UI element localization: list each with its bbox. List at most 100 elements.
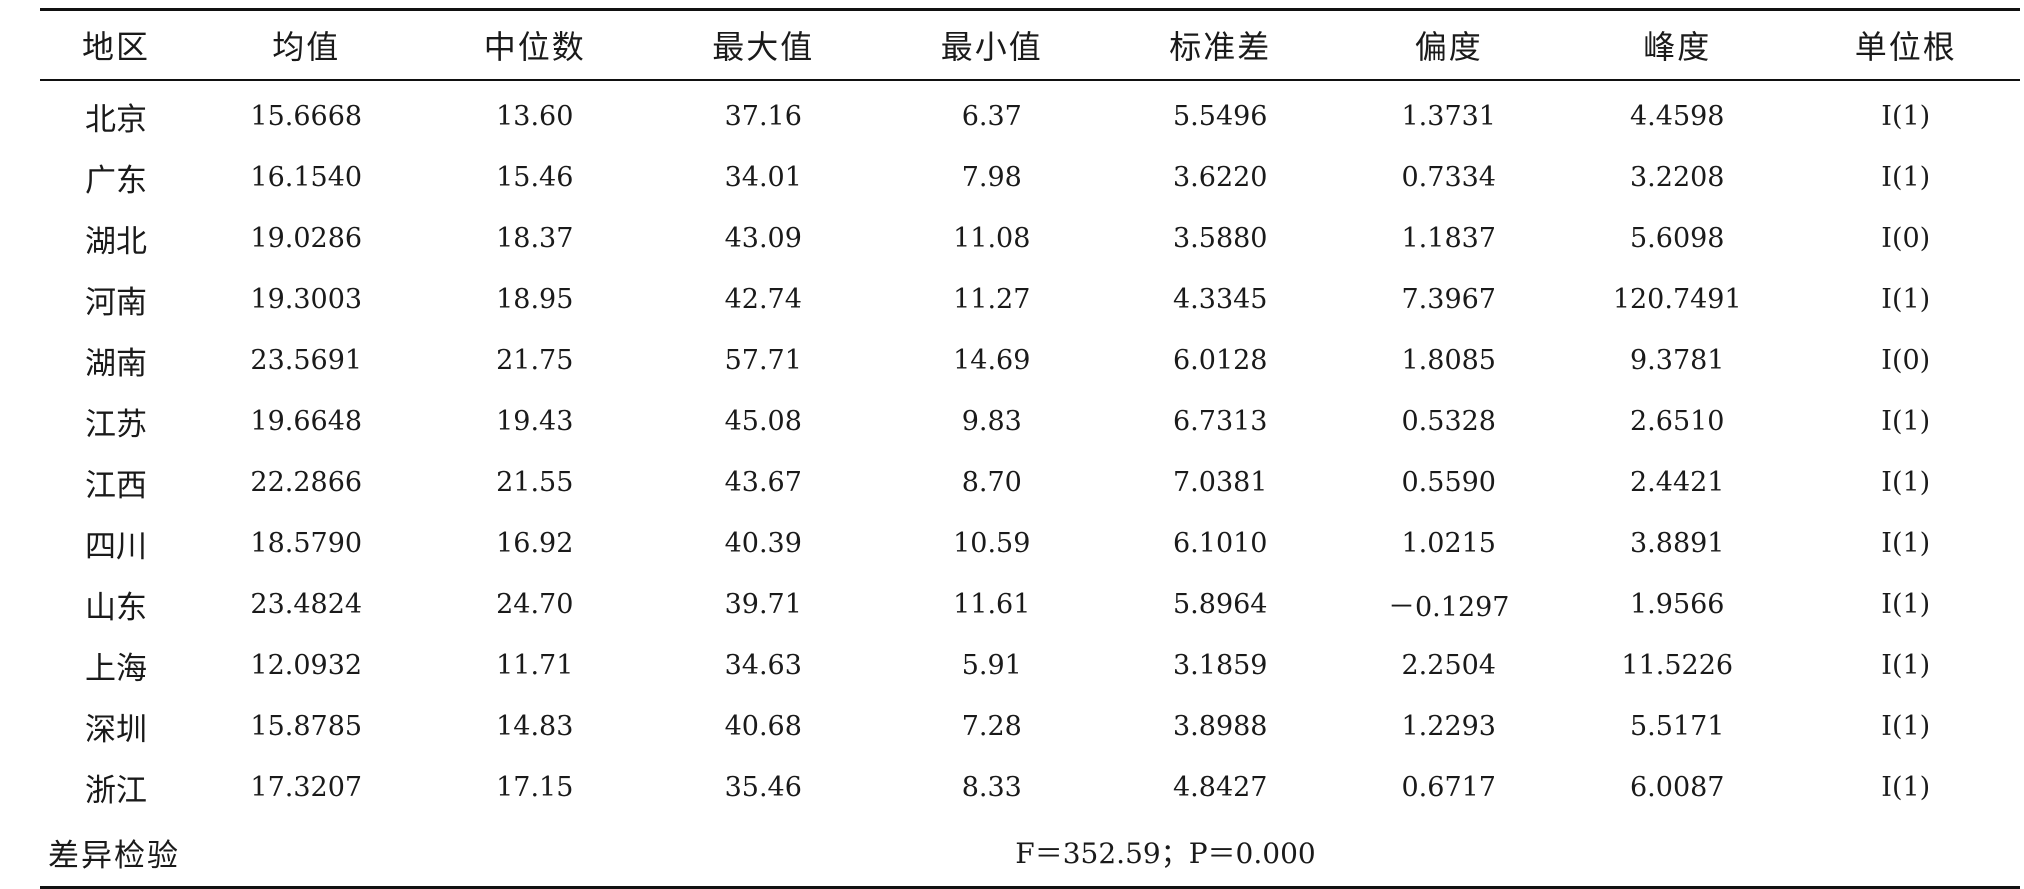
value-cell: 5.5171: [1630, 711, 1725, 742]
value-cell: 6.1010: [1173, 528, 1268, 559]
value-cell: I(1): [1881, 650, 1931, 681]
value-cell: 16.1540: [250, 162, 363, 193]
value-cell: 6.37: [961, 101, 1022, 132]
value-cell: 0.5590: [1401, 467, 1496, 498]
column-header: 最大值: [712, 28, 815, 66]
region-cell: 江苏: [85, 407, 147, 443]
region-cell: 深圳: [85, 712, 147, 748]
value-cell: 0.5328: [1401, 406, 1496, 437]
value-cell: I(0): [1881, 345, 1931, 376]
value-cell: 16.92: [496, 528, 574, 559]
value-cell: 5.91: [961, 650, 1022, 681]
value-cell: 37.16: [724, 101, 802, 132]
value-cell: 5.8964: [1173, 589, 1268, 620]
value-cell: 5.6098: [1630, 223, 1725, 254]
value-cell: 3.5880: [1173, 223, 1268, 254]
value-cell: 34.63: [724, 650, 802, 681]
value-cell: 45.08: [724, 406, 802, 437]
value-cell: 7.3967: [1401, 284, 1496, 315]
value-cell: I(1): [1881, 284, 1931, 315]
value-cell: 11.61: [953, 589, 1031, 620]
column-header: 最小值: [940, 28, 1043, 66]
value-cell: 6.0087: [1630, 772, 1725, 803]
value-cell: 1.9566: [1630, 589, 1725, 620]
table-row: 四川 18.5790 16.92 40.39 10.59 6.1010 1.0215 3.88…: [40, 513, 2020, 574]
table-row: 河南 19.3003 18.95 42.74 11.27 4.3345 7.3967 120.…: [40, 269, 2020, 330]
value-cell: 18.95: [496, 284, 574, 315]
value-cell: I(1): [1881, 528, 1931, 559]
value-cell: 11.71: [496, 650, 574, 681]
value-cell: 7.0381: [1173, 467, 1268, 498]
value-cell: 21.55: [496, 467, 574, 498]
value-cell: 1.3731: [1401, 101, 1496, 132]
table-row: 江苏 19.6648 19.43 45.08 9.83 6.7313 0.5328 2.651…: [40, 391, 2020, 452]
value-cell: I(1): [1881, 406, 1931, 437]
region-cell: 四川: [85, 529, 147, 565]
value-cell: 1.1837: [1401, 223, 1496, 254]
value-cell: 14.69: [953, 345, 1031, 376]
value-cell: 9.3781: [1630, 345, 1725, 376]
table-row: 北京 15.6668 13.60 37.16 6.37 5.5496 1.3731 4.459…: [40, 80, 2020, 147]
region-cell: 河南: [85, 285, 147, 321]
column-header: 标准差: [1169, 28, 1272, 66]
value-cell: I(1): [1881, 101, 1931, 132]
value-cell: 8.33: [961, 772, 1022, 803]
value-cell: 7.98: [961, 162, 1022, 193]
table-row: 江西 22.2866 21.55 43.67 8.70 7.0381 0.5590 2.442…: [40, 452, 2020, 513]
region-cell: 广东: [85, 163, 147, 199]
region-cell: 山东: [85, 590, 147, 626]
descriptive-statistics-table: 地区 均值 中位数 最大值 最小值 标准差 偏度 峰度 单位根 北京 15.6668 13.60 37…: [40, 8, 2020, 889]
value-cell: 1.8085: [1401, 345, 1496, 376]
value-cell: 0.7334: [1401, 162, 1496, 193]
value-cell: 14.83: [496, 711, 574, 742]
table-row: 浙江 17.3207 17.15 35.46 8.33 4.8427 0.6717 6.008…: [40, 757, 2020, 818]
table-row: 湖北 19.0286 18.37 43.09 11.08 3.5880 1.1837 5.60…: [40, 208, 2020, 269]
value-cell: 19.3003: [250, 284, 363, 315]
value-cell: 39.71: [724, 589, 802, 620]
value-cell: 6.0128: [1173, 345, 1268, 376]
region-cell: 浙江: [85, 773, 147, 809]
value-cell: 11.27: [953, 284, 1031, 315]
value-cell: 1.0215: [1401, 528, 1496, 559]
value-cell: 15.8785: [250, 711, 363, 742]
value-cell: I(1): [1881, 467, 1931, 498]
value-cell: I(0): [1881, 223, 1931, 254]
value-cell: 17.3207: [250, 772, 363, 803]
value-cell: 23.5691: [250, 345, 363, 376]
value-cell: I(1): [1881, 589, 1931, 620]
value-cell: I(1): [1881, 162, 1931, 193]
table-row: 山东 23.4824 24.70 39.71 11.61 5.8964 －0.1297 1.9…: [40, 574, 2020, 635]
value-cell: 2.4421: [1630, 467, 1725, 498]
value-cell: 3.1859: [1173, 650, 1268, 681]
table-row: 广东 16.1540 15.46 34.01 7.98 3.6220 0.7334 3.220…: [40, 147, 2020, 208]
table-body: 北京 15.6668 13.60 37.16 6.37 5.5496 1.3731 4.459…: [40, 80, 2020, 818]
value-cell: 13.60: [496, 101, 574, 132]
value-cell: 34.01: [724, 162, 802, 193]
table-row: 上海 12.0932 11.71 34.63 5.91 3.1859 2.2504 11.52…: [40, 635, 2020, 696]
value-cell: I(1): [1881, 711, 1931, 742]
value-cell: 4.4598: [1630, 101, 1725, 132]
value-cell: －0.1297: [1388, 592, 1510, 623]
value-cell: 9.83: [961, 406, 1022, 437]
value-cell: 18.37: [496, 223, 574, 254]
value-cell: 2.2504: [1401, 650, 1496, 681]
value-cell: 35.46: [724, 772, 802, 803]
value-cell: 22.2866: [250, 467, 363, 498]
value-cell: 57.71: [724, 345, 802, 376]
column-header: 中位数: [483, 28, 586, 66]
value-cell: 42.74: [724, 284, 802, 315]
value-cell: 15.6668: [250, 101, 363, 132]
column-header: 地区: [81, 28, 150, 66]
value-cell: 6.7313: [1173, 406, 1268, 437]
value-cell: 3.6220: [1173, 162, 1268, 193]
value-cell: 120.7491: [1612, 284, 1742, 315]
value-cell: 4.8427: [1173, 772, 1268, 803]
column-header: 偏度: [1414, 28, 1483, 66]
value-cell: 43.09: [724, 223, 802, 254]
value-cell: 11.08: [953, 223, 1031, 254]
value-cell: 21.75: [496, 345, 574, 376]
value-cell: 7.28: [961, 711, 1022, 742]
value-cell: 8.70: [961, 467, 1022, 498]
value-cell: 17.15: [496, 772, 574, 803]
header-row: 地区 均值 中位数 最大值 最小值 标准差 偏度 峰度 单位根: [40, 9, 2020, 80]
